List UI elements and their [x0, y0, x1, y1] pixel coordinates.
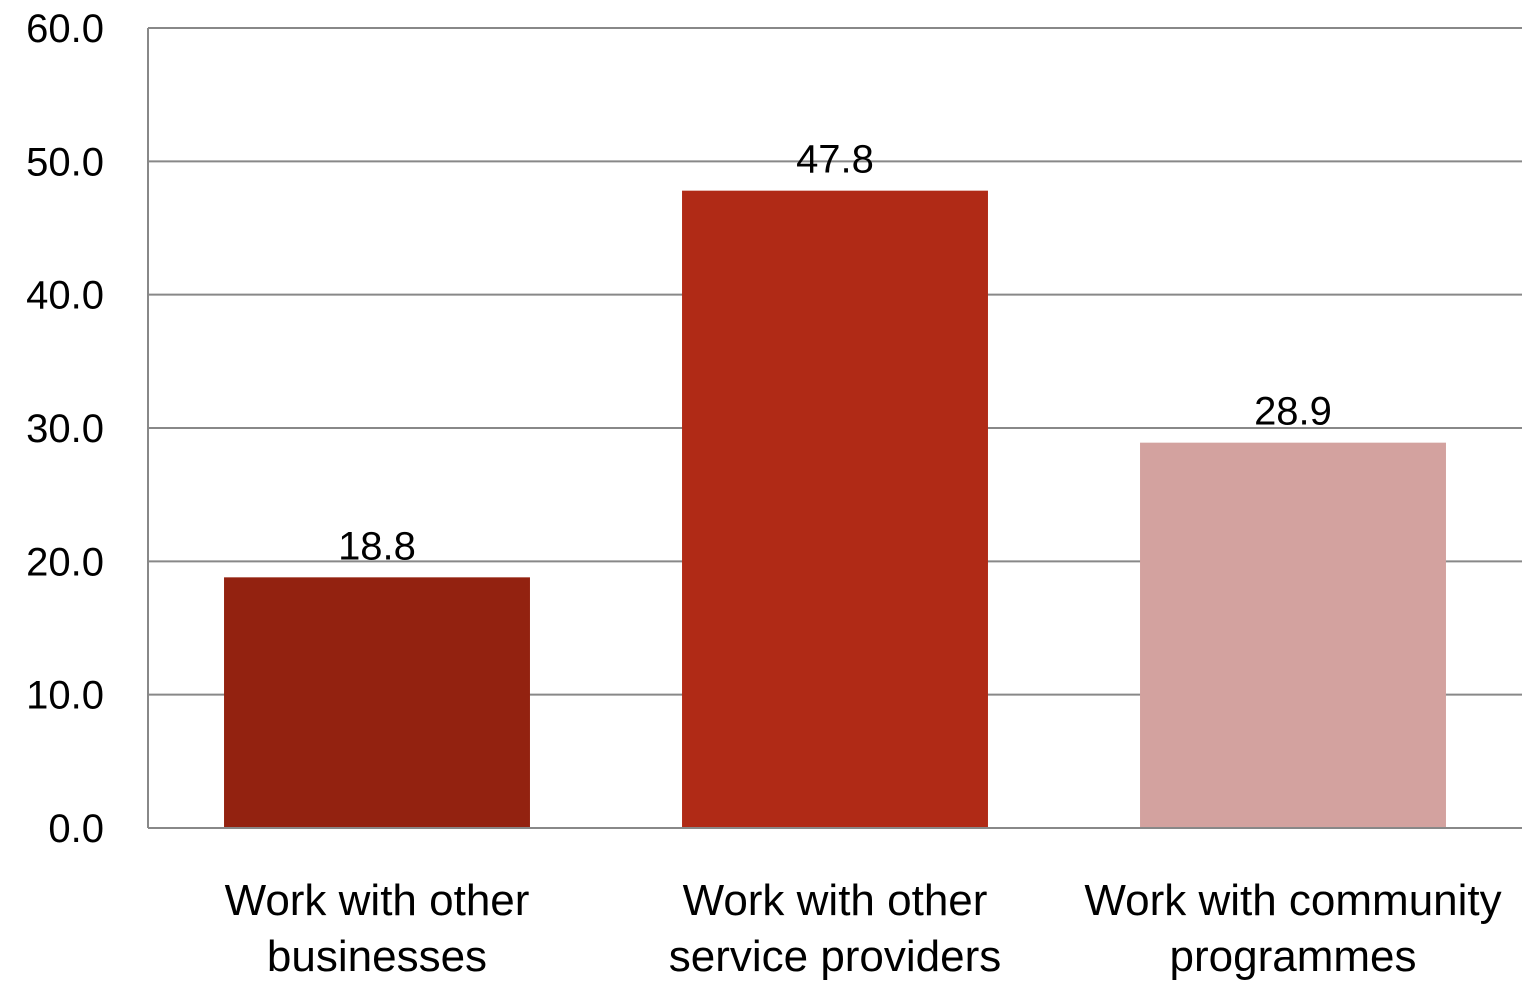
x-tick-label: businesses — [267, 932, 487, 981]
y-tick-label: 20.0 — [26, 540, 104, 584]
y-tick-label: 50.0 — [26, 140, 104, 184]
data-label: 47.8 — [796, 138, 874, 182]
y-tick-label: 0.0 — [48, 807, 104, 851]
y-axis-ticks: 0.0 10.0 20.0 30.0 40.0 50.0 60.0 — [26, 7, 104, 851]
x-tick-label: Work with other — [683, 876, 988, 925]
data-labels: 18.8 47.8 28.9 — [338, 138, 1332, 569]
y-tick-label: 10.0 — [26, 674, 104, 718]
x-tick-label: Work with community — [1084, 876, 1501, 925]
bar — [224, 577, 530, 828]
x-tick-label: programmes — [1170, 932, 1417, 981]
data-label: 28.9 — [1254, 390, 1332, 434]
x-tick-label: Work with other — [225, 876, 530, 925]
bars — [224, 190, 1446, 828]
y-tick-label: 40.0 — [26, 274, 104, 318]
y-tick-label: 30.0 — [26, 407, 104, 451]
x-axis-ticks: Work with other businesses Work with other… — [225, 876, 1502, 981]
bar — [682, 190, 988, 828]
bar — [1140, 442, 1446, 828]
y-tick-label: 60.0 — [26, 7, 104, 51]
data-label: 18.8 — [338, 524, 416, 568]
x-tick-label: service providers — [669, 932, 1002, 981]
